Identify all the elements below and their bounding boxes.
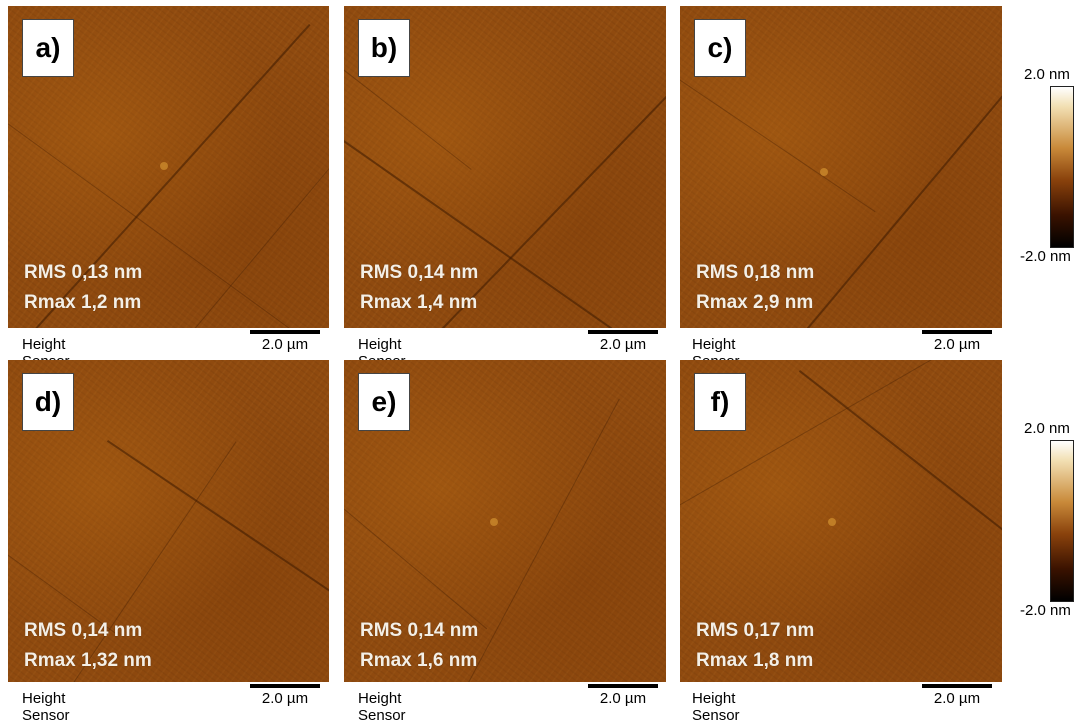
rms-value: RMS 0,13 nm (24, 262, 143, 283)
afm-height-image: a) RMS 0,13 nm Rmax 1,2 nm (8, 6, 329, 328)
rms-value: RMS 0,14 nm (360, 620, 479, 641)
scale-bar-label: 2.0 µm (261, 690, 309, 707)
rmax-value: Rmax 1,2 nm (24, 292, 142, 313)
rms-value: RMS 0,18 nm (696, 262, 815, 283)
scale-bar: 2.0 µm (250, 684, 320, 707)
scale-bar: 2.0 µm (250, 330, 320, 353)
afm-height-image: e) RMS 0,14 nm Rmax 1,6 nm (344, 360, 666, 682)
height-sensor-caption: Height Sensor (692, 690, 740, 724)
scale-bar-label: 2.0 µm (599, 690, 647, 707)
rmax-value: Rmax 1,6 nm (360, 650, 478, 671)
height-sensor-caption: Height Sensor (358, 690, 406, 724)
color-scale-min: -2.0 nm (1020, 248, 1071, 265)
afm-height-image: c) RMS 0,18 nm Rmax 2,9 nm (680, 6, 1002, 328)
rms-value: RMS 0,14 nm (360, 262, 479, 283)
scale-bar-label: 2.0 µm (261, 336, 309, 353)
color-gradient (1050, 86, 1074, 248)
panel-label: f) (694, 373, 746, 431)
color-scale-bar-bottom: 2.0 nm -2.0 nm (1020, 420, 1090, 620)
color-scale-max: 2.0 nm (1024, 66, 1070, 83)
color-gradient (1050, 440, 1074, 602)
panel-label: a) (22, 19, 74, 77)
rms-value: RMS 0,17 nm (696, 620, 815, 641)
afm-height-image: b) RMS 0,14 nm Rmax 1,4 nm (344, 6, 666, 328)
panel-label: c) (694, 19, 746, 77)
rmax-value: Rmax 1,8 nm (696, 650, 814, 671)
height-sensor-caption: Height Sensor (22, 690, 70, 724)
panel-label: e) (358, 373, 410, 431)
scale-bar-label: 2.0 µm (933, 690, 981, 707)
rmax-value: Rmax 2,9 nm (696, 292, 814, 313)
rmax-value: Rmax 1,4 nm (360, 292, 478, 313)
rms-value: RMS 0,14 nm (24, 620, 143, 641)
afm-height-image: f) RMS 0,17 nm Rmax 1,8 nm (680, 360, 1002, 682)
color-scale-max: 2.0 nm (1024, 420, 1070, 437)
rmax-value: Rmax 1,32 nm (24, 650, 152, 671)
scale-bar: 2.0 µm (922, 684, 992, 707)
scale-bar: 2.0 µm (588, 684, 658, 707)
color-scale-min: -2.0 nm (1020, 602, 1071, 619)
scale-bar: 2.0 µm (588, 330, 658, 353)
scale-bar-label: 2.0 µm (599, 336, 647, 353)
panel-label: d) (22, 373, 74, 431)
scale-bar-label: 2.0 µm (933, 336, 981, 353)
panel-label: b) (358, 19, 410, 77)
color-scale-bar-top: 2.0 nm -2.0 nm (1020, 66, 1090, 266)
scale-bar: 2.0 µm (922, 330, 992, 353)
afm-height-image: d) RMS 0,14 nm Rmax 1,32 nm (8, 360, 329, 682)
